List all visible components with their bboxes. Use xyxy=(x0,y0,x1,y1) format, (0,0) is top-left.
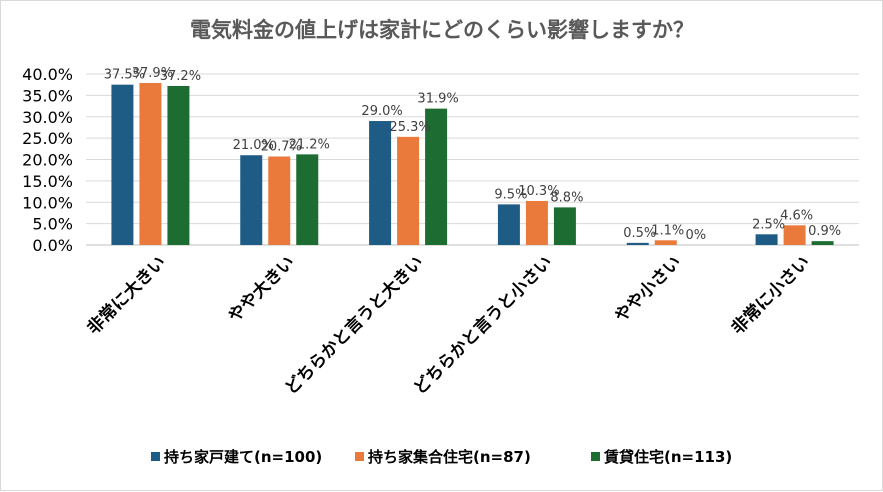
data-label: 31.9% xyxy=(417,92,458,107)
x-tick-label: どちらかと言うと大きい xyxy=(281,252,428,399)
data-label: 0.5% xyxy=(623,226,656,241)
legend-label: 賃貸住宅(n=113) xyxy=(603,448,732,466)
data-label: 25.3% xyxy=(389,120,430,135)
data-label: 37.2% xyxy=(160,69,201,84)
bar xyxy=(497,204,520,245)
chart-title: 電気料金の値上げは家計にどのくらい影響しますか？ xyxy=(190,18,694,42)
legend-label: 持ち家戸建て(n=100) xyxy=(164,448,322,466)
y-tick-label: 20.0% xyxy=(22,151,73,170)
bar xyxy=(626,242,649,245)
bar xyxy=(783,225,806,245)
bar xyxy=(397,136,420,245)
y-tick-label: 5.0% xyxy=(32,215,73,234)
data-label: 8.8% xyxy=(550,190,583,205)
data-label: 29.0% xyxy=(361,104,402,119)
bar xyxy=(369,121,392,245)
y-axis-ticks: 0.0% 5.0% 10.0% 15.0% 20.0% 25.0% 30.0% 35.0% 40… xyxy=(22,65,73,255)
gridlines xyxy=(86,73,859,246)
x-tick-label: やや大きい xyxy=(224,252,299,327)
data-label: 9.5% xyxy=(494,187,527,202)
y-tick-label: 0.0% xyxy=(32,236,73,255)
legend: 持ち家戸建て(n=100) 持ち家集合住宅(n=87) 賃貸住宅(n=113) xyxy=(151,448,732,466)
legend-swatch xyxy=(355,452,364,461)
bar xyxy=(654,240,677,245)
data-label: 37.9% xyxy=(132,66,173,81)
data-label: 4.6% xyxy=(780,208,813,223)
bar xyxy=(811,241,834,245)
data-label: 1.1% xyxy=(651,223,684,238)
legend-label: 持ち家集合住宅(n=87) xyxy=(368,448,531,466)
x-tick-label: やや小さい xyxy=(611,252,685,326)
data-label: 2.5% xyxy=(752,217,785,232)
x-tick-label: どちらかと言うと小さい xyxy=(409,252,556,399)
data-label: 21.2% xyxy=(289,137,330,152)
bars xyxy=(111,82,834,245)
data-label: 10.3% xyxy=(518,184,559,199)
y-tick-label: 25.0% xyxy=(22,129,73,148)
data-label: 20.7% xyxy=(261,140,302,155)
bar xyxy=(296,154,319,245)
x-tick-label: 非常に大きい xyxy=(83,252,170,339)
x-tick-label: 非常に小さい xyxy=(727,252,814,339)
legend-swatch xyxy=(151,452,160,461)
data-labels: 37.5%37.9%37.2% 21.0%20.7%21.2% 29.0%25.3%… xyxy=(104,66,841,243)
data-label: 37.5% xyxy=(104,68,145,83)
bar xyxy=(111,84,134,245)
bar xyxy=(167,85,190,245)
bar xyxy=(268,156,291,245)
data-label: 21.0% xyxy=(233,138,274,153)
y-tick-label: 35.0% xyxy=(22,86,73,105)
bar xyxy=(525,200,548,245)
bar xyxy=(139,82,162,245)
bar xyxy=(553,207,576,245)
bar xyxy=(240,155,263,245)
bar xyxy=(425,108,448,245)
y-tick-label: 15.0% xyxy=(22,172,73,191)
y-tick-label: 10.0% xyxy=(22,193,73,212)
y-tick-label: 40.0% xyxy=(22,65,73,84)
data-label: 0.9% xyxy=(808,224,841,239)
bar xyxy=(755,234,778,245)
legend-swatch xyxy=(591,452,600,461)
y-tick-label: 30.0% xyxy=(22,108,73,127)
data-label: 0% xyxy=(685,228,706,243)
